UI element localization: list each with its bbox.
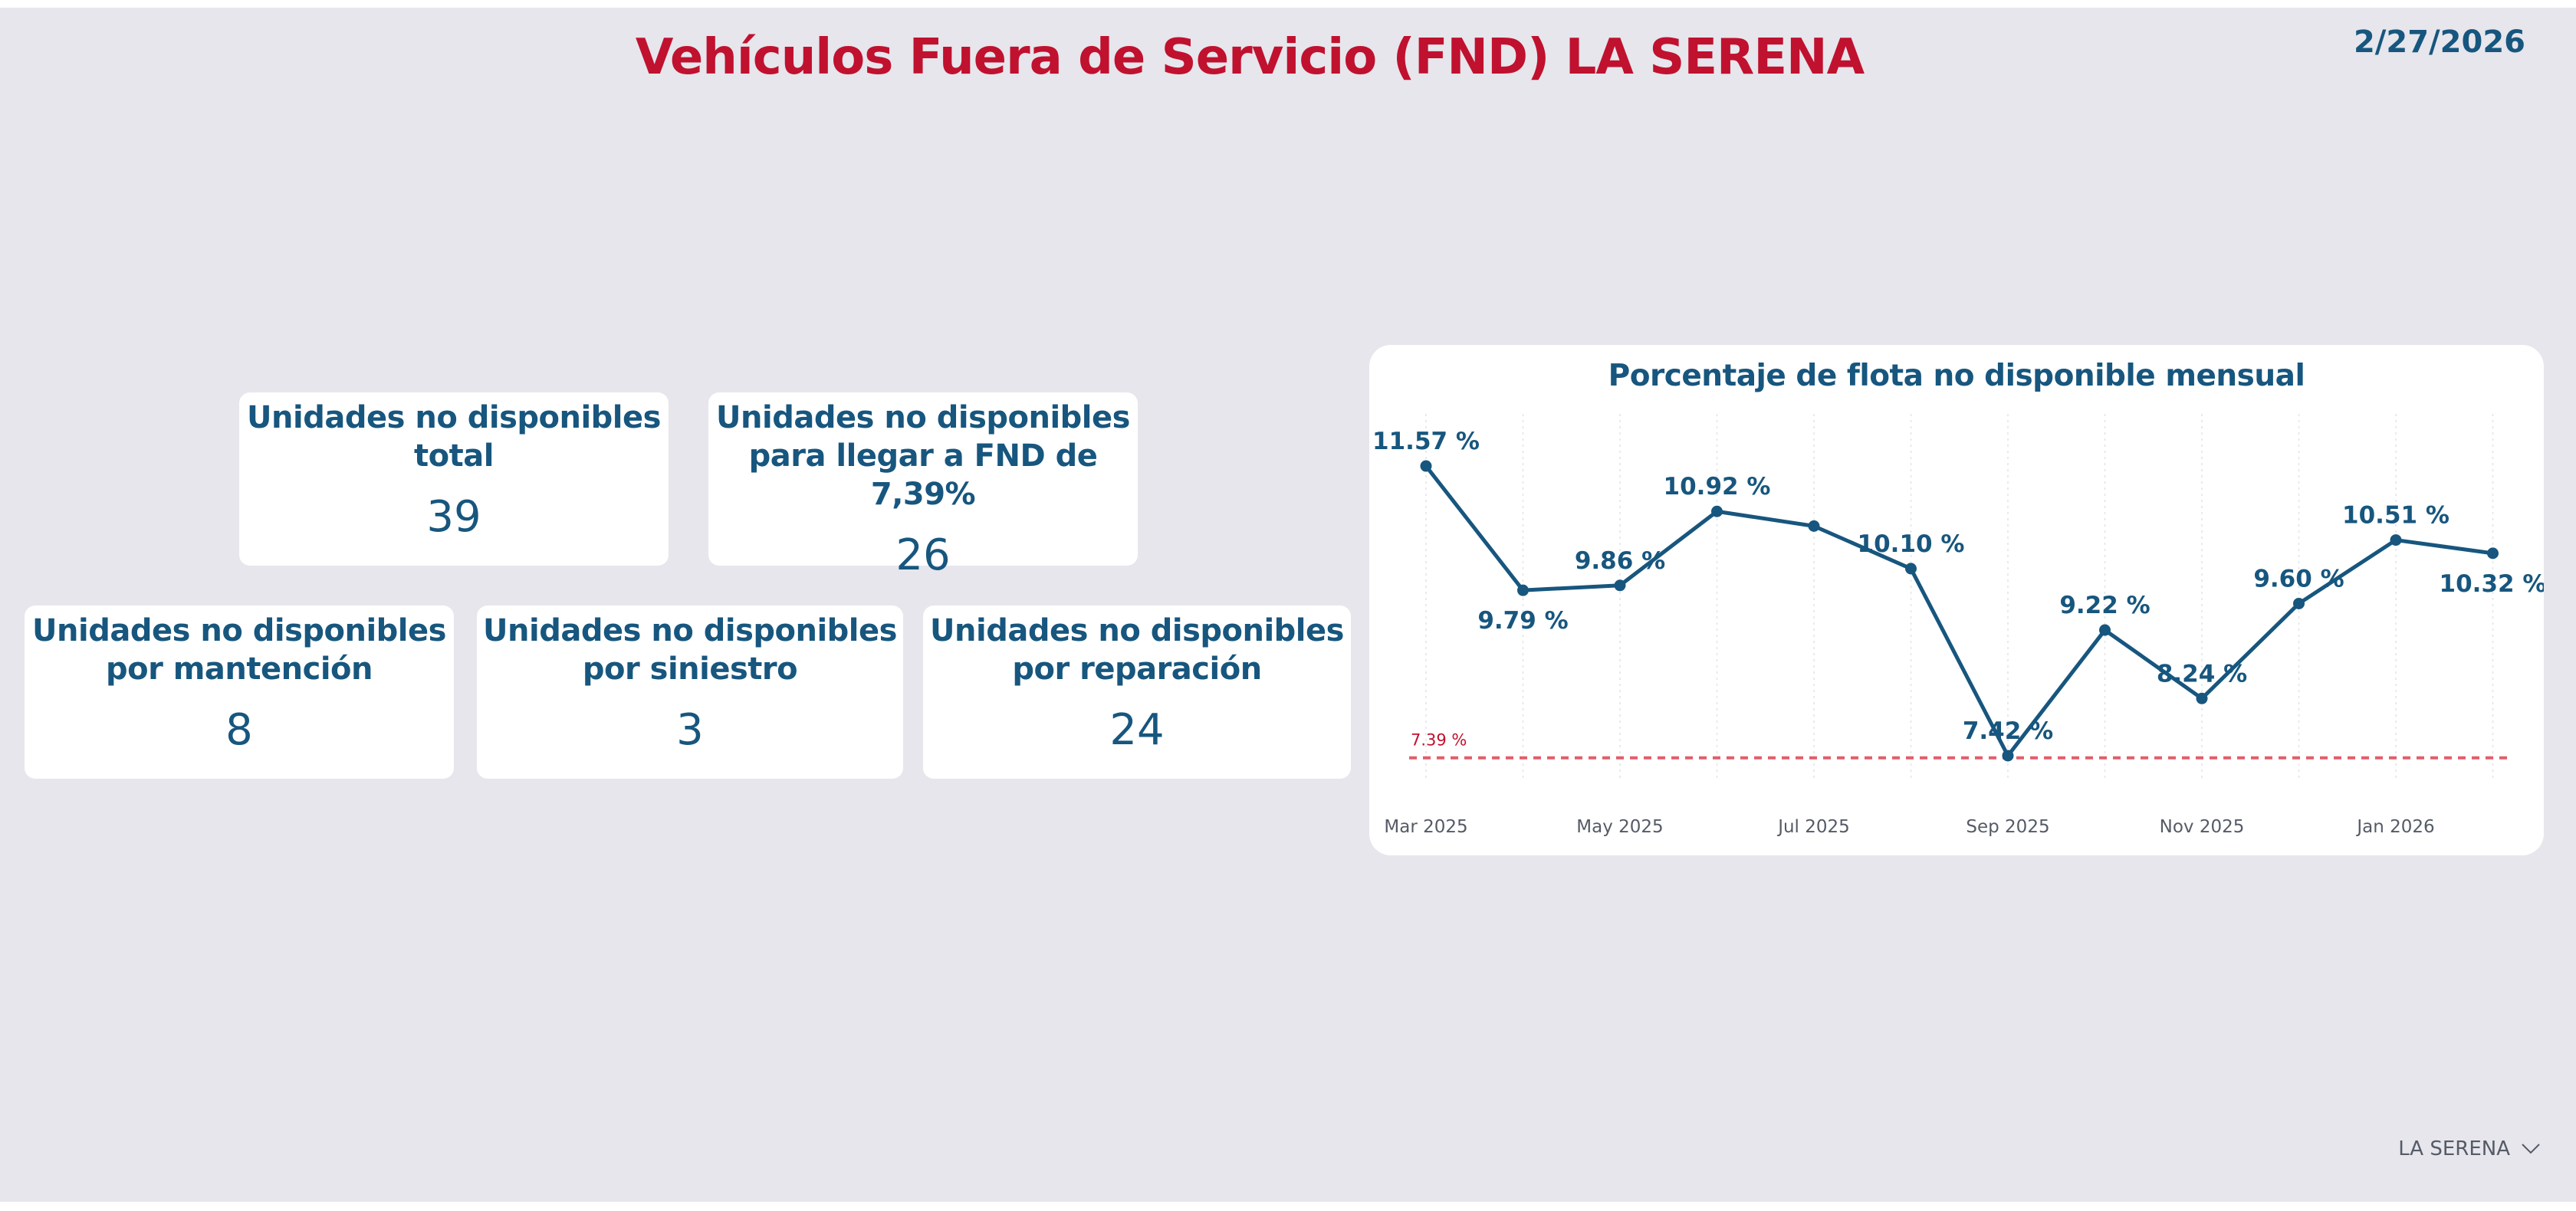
data-label: 11.57 % [1372, 428, 1480, 455]
data-point [1420, 460, 1432, 472]
card-accident-unavailable: Unidades no disponibles por siniestro 3 [477, 606, 903, 779]
card-value: 8 [225, 705, 253, 755]
location-filter-label: LA SERENA [2398, 1137, 2510, 1160]
card-value: 39 [426, 492, 481, 542]
data-label: 9.86 % [1575, 547, 1665, 575]
card-label: Unidades no disponibles por reparación [930, 613, 1344, 687]
x-tick-label: Mar 2025 [1384, 817, 1467, 837]
data-label: 8.24 % [2157, 660, 2247, 688]
data-label: 9.22 % [2059, 592, 2150, 619]
data-label: 10.92 % [1664, 473, 1771, 500]
data-point [2487, 547, 2499, 560]
data-point [1808, 520, 1820, 532]
card-value: 26 [895, 530, 951, 580]
data-point [2293, 597, 2305, 609]
location-filter[interactable]: LA SERENA [2398, 1137, 2541, 1160]
card-label: Unidades no disponibles por mantención [32, 613, 446, 687]
data-point [2390, 534, 2402, 546]
data-label: 10.10 % [1858, 530, 1965, 558]
report-date: 2/27/2026 [2353, 25, 2525, 60]
card-total-unavailable: Unidades no disponibles total 39 [239, 392, 669, 566]
x-tick-label: Nov 2025 [2160, 817, 2245, 837]
card-target-unavailable: Unidades no disponibles para llegar a FN… [708, 392, 1138, 580]
target-label: 7.39 % [1411, 731, 1467, 750]
card-value: 3 [676, 705, 704, 755]
card-label: Unidades no disponibles para llegar a FN… [716, 400, 1130, 512]
data-point [1711, 505, 1723, 517]
data-label: 9.79 % [1477, 607, 1568, 635]
dashboard-canvas: Vehículos Fuera de Servicio (FND) LA SER… [0, 8, 2576, 1202]
data-point [2196, 692, 2208, 704]
card-repair-unavailable: Unidades no disponibles por reparación 2… [923, 606, 1351, 779]
chart-plot: 7.39 % 11.57 % 9.79 % 9.86 % 10.92 % 10.10 % 7… [1372, 414, 2544, 837]
card-value: 24 [1109, 705, 1165, 755]
x-tick-label: Jul 2025 [1776, 817, 1850, 837]
series-line [1424, 464, 2493, 758]
data-label: 7.42 % [1963, 717, 2053, 745]
x-tick-label: Jan 2026 [2355, 817, 2434, 837]
data-label: 9.60 % [2253, 565, 2344, 592]
card-label: Unidades no disponibles total [247, 400, 661, 474]
x-tick-label: Sep 2025 [1966, 817, 2049, 837]
fleet-unavailable-chart[interactable]: Porcentaje de flota no disponible mensua… [1369, 345, 2544, 855]
card-label: Unidades no disponibles por siniestro [483, 613, 897, 687]
chevron-down-icon [2522, 1144, 2540, 1154]
data-point [2002, 750, 2014, 762]
card-maintenance-unavailable: Unidades no disponibles por mantención 8 [25, 606, 454, 779]
data-label: 10.51 % [2342, 502, 2450, 530]
chart-title: Porcentaje de flota no disponible mensua… [1608, 359, 2305, 393]
data-point [1517, 584, 1529, 596]
data-point [1905, 563, 1917, 575]
page-title: Vehículos Fuera de Servicio (FND) LA SER… [635, 29, 1865, 86]
data-label: 10.32 % [2440, 570, 2544, 598]
data-point [2099, 624, 2111, 636]
x-tick-label: May 2025 [1576, 817, 1663, 837]
data-point [1614, 579, 1626, 592]
